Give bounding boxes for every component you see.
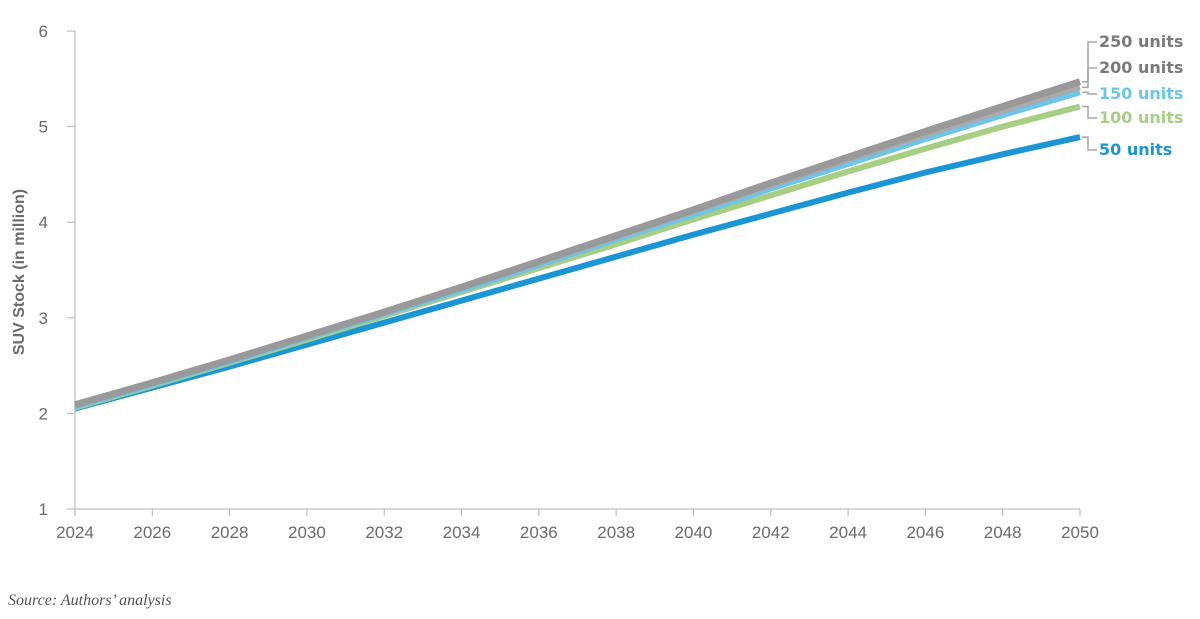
x-tick-label: 2024: [56, 523, 94, 542]
y-axis-title: SUV Stock (in million): [11, 189, 28, 355]
line-chart: 1 2 3 4 5 6 2024 2026 2028 2030 2032 2034 2036 2038 20…: [11, 22, 1183, 542]
y-tick-label: 6: [39, 22, 48, 41]
series-label-connector: [1082, 67, 1097, 89]
series-label-connector: [1082, 105, 1097, 119]
x-tick-label: 2042: [752, 523, 790, 542]
y-tick-label: 1: [39, 500, 48, 519]
x-tick-label: 2034: [443, 523, 481, 542]
series-label-200-units: 200 units: [1099, 58, 1183, 77]
x-tick-label: 2050: [1061, 523, 1099, 542]
y-tick-label: 2: [39, 404, 48, 423]
x-tick-label: 2040: [675, 523, 713, 542]
y-tick-label: 5: [39, 118, 48, 137]
x-tick-label: 2030: [288, 523, 326, 542]
x-tick-label: 2032: [365, 523, 403, 542]
x-tick-label: 2046: [906, 523, 944, 542]
series-label-150-units: 150 units: [1099, 84, 1183, 103]
series-lines: [74, 78, 1082, 412]
source-note: Source: Authors’ analysis: [8, 592, 172, 609]
series-line-250-units: [74, 78, 1082, 409]
series-line-50-units: [74, 134, 1081, 412]
x-tick-label: 2026: [133, 523, 171, 542]
series-label-250-units: 250 units: [1099, 32, 1183, 51]
x-tick-label: 2036: [520, 523, 558, 542]
series-labels: 250 units 200 units 150 units 100 units 50 u…: [1082, 32, 1183, 159]
y-tick-label: 3: [39, 309, 48, 328]
x-tick-label: 2028: [211, 523, 249, 542]
axes: 1 2 3 4 5 6 2024 2026 2028 2030 2032 2034 2036 2038 20…: [11, 22, 1099, 542]
series-label-50-units: 50 units: [1099, 140, 1172, 159]
series-label-connector: [1082, 41, 1097, 83]
y-tick-label: 4: [39, 213, 48, 232]
x-tick-label: 2038: [597, 523, 635, 542]
x-tick-label: 2048: [984, 523, 1022, 542]
series-label-100-units: 100 units: [1099, 108, 1183, 127]
series-label-connector: [1082, 91, 1097, 95]
x-tick-label: 2044: [829, 523, 867, 542]
series-label-connector: [1082, 136, 1097, 151]
